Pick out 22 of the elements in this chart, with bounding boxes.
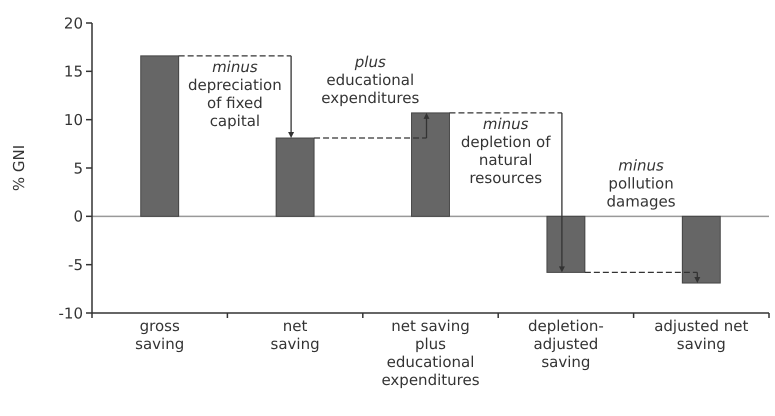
x-tick-label: net saving [270,317,320,353]
y-tick-label: 10 [64,110,83,129]
y-tick-label: 0 [73,208,83,226]
x-tick-label: adjusted net saving [654,317,749,353]
y-tick-label: 15 [64,62,83,81]
bar [140,55,180,217]
annotation: minus pollution damages [606,156,676,210]
bar [682,216,721,284]
annotation: minus depletion of natural resources [460,114,552,187]
x-tick-label: net saving plus educational expenditures [381,317,480,389]
y-tick-label: -10 [58,304,83,322]
y-tick-label: 5 [73,159,83,178]
y-tick-label: 20 [64,14,83,32]
x-tick-label: depletion- adjusted saving [528,317,604,371]
x-tick-label: gross saving [135,317,184,353]
bar [411,112,450,217]
annotation: plus educational expenditures [321,52,420,107]
bar [276,138,315,217]
y-tick-label: -5 [68,256,83,274]
annotation: minus depreciation of fixed capital [188,58,282,130]
bar [546,216,586,273]
y-axis-title: % GNI [10,144,28,192]
